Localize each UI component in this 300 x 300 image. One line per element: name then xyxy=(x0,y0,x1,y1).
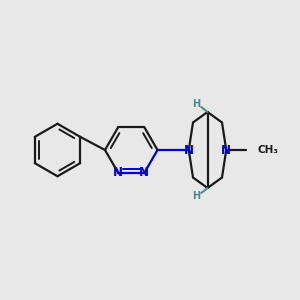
Text: N: N xyxy=(140,166,149,179)
Text: N: N xyxy=(113,166,123,179)
Text: CH₃: CH₃ xyxy=(257,145,278,155)
Text: H: H xyxy=(192,99,200,109)
Text: N: N xyxy=(184,143,194,157)
Text: H: H xyxy=(192,191,200,201)
Text: N: N xyxy=(221,143,231,157)
